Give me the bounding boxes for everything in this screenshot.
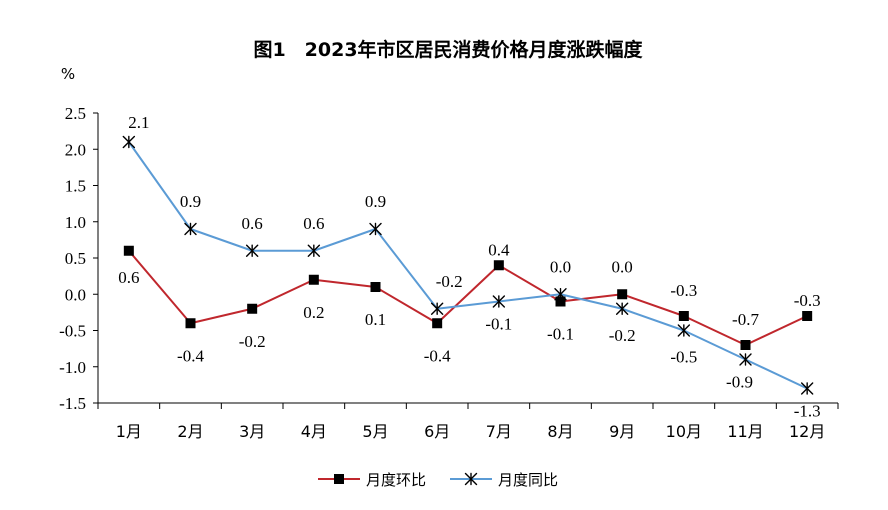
data-label: 2.1	[128, 113, 149, 132]
x-tick-label: 8月	[547, 422, 573, 441]
data-label: 0.2	[303, 303, 324, 322]
data-point	[740, 340, 751, 350]
x-tick-label: 1月	[116, 422, 142, 441]
data-label: -0.3	[670, 281, 697, 300]
y-axis-unit: %	[61, 65, 75, 83]
data-point	[617, 289, 628, 300]
data-point	[123, 245, 134, 256]
data-point	[555, 296, 566, 307]
data-point	[369, 222, 382, 236]
x-tick-label: 6月	[424, 422, 450, 441]
data-label: 0.0	[550, 257, 571, 276]
axes: 2.5 2.0 1.5 1.0 0.5 0.0 -0.5 -1.0 -1.5 1月 2月 3月 4月 5月…	[59, 104, 839, 441]
y-tick-label: 2.5	[65, 104, 86, 123]
series-huanbi: 0.6 -0.4 -0.2 0.2 0.1 -0.4 0.4 -0.1 0.0 -0.3 -0.7 -…	[118, 240, 820, 365]
chart-title: 图1 2023年市区居民消费价格月度涨跌幅度	[253, 38, 643, 61]
data-label: 0.6	[242, 214, 263, 233]
x-tick-label: 9月	[609, 422, 635, 441]
legend: 月度环比 月度同比	[318, 471, 558, 489]
x-tick-label: 4月	[301, 422, 327, 441]
legend-item-huanbi: 月度环比	[318, 471, 426, 489]
data-point	[800, 382, 814, 395]
x-tick-label: 3月	[239, 422, 265, 441]
data-label: -0.5	[670, 348, 697, 367]
data-label: -0.1	[547, 325, 574, 344]
x-tick-label: 2月	[177, 422, 203, 441]
data-label: -0.9	[726, 373, 753, 392]
data-point	[493, 260, 504, 271]
data-label: -0.2	[609, 326, 636, 345]
data-label: -0.7	[732, 310, 759, 329]
x-tick-label: 11月	[727, 422, 763, 441]
y-tick-label: 0.0	[65, 285, 86, 304]
legend-marker	[334, 474, 344, 484]
data-point	[492, 295, 506, 308]
data-label: -1.3	[794, 402, 821, 421]
legend-marker	[464, 472, 478, 486]
data-point	[802, 311, 813, 321]
data-point	[247, 303, 258, 314]
series-line	[128, 250, 808, 346]
legend-label: 月度同比	[498, 471, 558, 489]
data-point	[370, 282, 381, 292]
y-tick-label: 1.0	[65, 213, 86, 232]
data-point	[430, 302, 444, 315]
data-point	[739, 353, 752, 366]
data-label: 0.4	[488, 240, 510, 259]
data-label: -0.3	[794, 291, 821, 310]
y-tick-label: 1.5	[65, 177, 86, 196]
data-label: -0.4	[177, 346, 204, 365]
data-point	[677, 324, 691, 337]
y-tick-label: 0.5	[65, 249, 86, 268]
data-label: 0.6	[303, 214, 324, 233]
data-point	[554, 288, 567, 301]
y-tick-label: -1.5	[59, 394, 86, 413]
series-line	[128, 141, 808, 390]
data-label: -0.4	[424, 346, 451, 365]
data-point	[122, 135, 136, 149]
y-tick-label: 2.0	[65, 140, 86, 159]
data-point	[185, 318, 196, 329]
y-tick-label: -0.5	[59, 322, 86, 341]
data-label: -0.2	[239, 332, 266, 351]
x-tick-label: 7月	[486, 422, 512, 441]
data-point	[678, 311, 689, 321]
data-label: 0.6	[118, 268, 139, 287]
data-label: -0.2	[436, 272, 463, 291]
data-point	[308, 274, 319, 285]
data-point	[245, 244, 259, 257]
x-tick-label: 12月	[789, 422, 825, 441]
data-label: -0.1	[485, 315, 512, 334]
legend-label: 月度环比	[366, 471, 426, 489]
x-tick-label: 10月	[666, 422, 702, 441]
data-point	[307, 244, 321, 257]
data-label: 0.9	[365, 192, 386, 211]
data-point	[615, 302, 629, 315]
data-point	[184, 222, 197, 236]
data-point	[432, 318, 443, 329]
data-label: 0.9	[180, 192, 201, 211]
x-tick-label: 5月	[362, 422, 388, 441]
data-label: 0.1	[365, 310, 386, 329]
legend-item-tongbi: 月度同比	[450, 471, 558, 489]
series-tongbi: 2.1 0.9 0.6 0.6 0.9 -0.2 -0.1 0.0 -0.2 -0.5 -0.9 -1…	[122, 113, 821, 421]
y-tick-label: -1.0	[59, 358, 86, 377]
series-layer: 0.6 -0.4 -0.2 0.2 0.1 -0.4 0.4 -0.1 0.0 -0.3 -0.7 -…	[118, 113, 820, 421]
data-label: 0.0	[612, 257, 633, 276]
